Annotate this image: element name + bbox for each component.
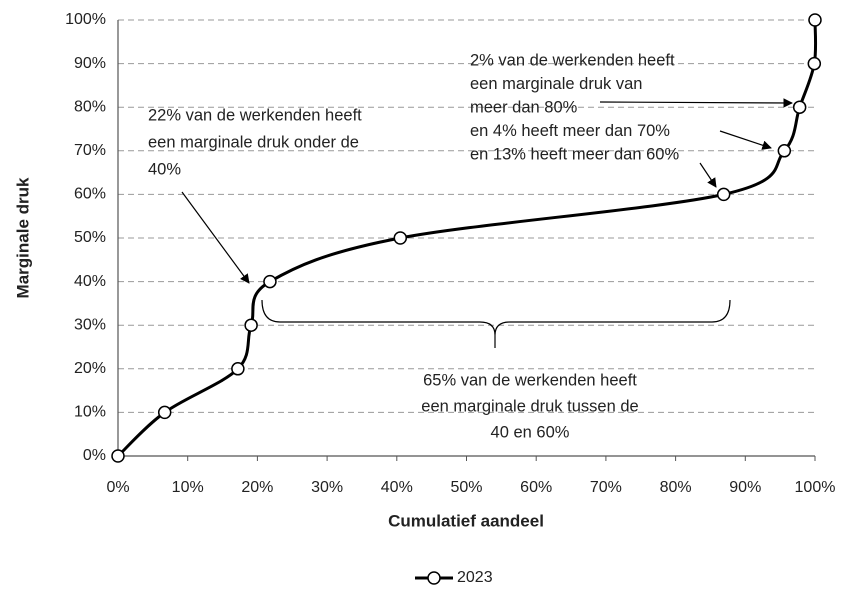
brace xyxy=(261,299,731,348)
annotation: 40 en 60% xyxy=(491,423,570,441)
y-tick-label: 40% xyxy=(74,273,106,290)
y-tick-label: 10% xyxy=(74,404,106,421)
x-tick-label: 80% xyxy=(660,479,692,496)
annotation: 40% xyxy=(148,160,181,178)
x-tick-label: 10% xyxy=(172,479,204,496)
legend-label: 2023 xyxy=(457,569,493,586)
annotation: een marginale druk onder de xyxy=(148,133,359,151)
annotation-arrows xyxy=(181,98,793,348)
point xyxy=(792,100,807,114)
y-tick-label: 20% xyxy=(74,360,106,377)
point xyxy=(231,362,245,376)
x-tick-label: 100% xyxy=(795,479,836,496)
annotation: een marginale druk tussen de xyxy=(421,397,638,415)
point xyxy=(244,318,258,332)
annotation: een marginale druk van xyxy=(470,75,642,93)
y-tick-label: 30% xyxy=(74,316,106,333)
arrow xyxy=(599,98,793,108)
x-tick-label: 20% xyxy=(241,479,273,496)
point xyxy=(157,405,172,420)
legend-marker xyxy=(427,571,441,585)
annotation: 65% van de werkenden heeft xyxy=(423,371,637,389)
x-tick-label: 30% xyxy=(311,479,343,496)
x-axis-label: Cumulatief aandeel xyxy=(388,511,544,530)
y-tick-label: 80% xyxy=(74,98,106,115)
point xyxy=(808,13,822,27)
annotation: meer dan 80% xyxy=(470,98,578,116)
annotation: 2% van de werkenden heeft xyxy=(470,51,675,69)
x-tick-label: 0% xyxy=(106,479,129,496)
x-tick-label: 60% xyxy=(520,479,552,496)
arrow xyxy=(181,191,250,284)
grid xyxy=(118,19,815,457)
point xyxy=(263,274,277,289)
point xyxy=(807,56,822,71)
annotation: 22% van de werkenden heeft xyxy=(148,106,362,124)
point xyxy=(716,187,731,202)
x-tick-label: 50% xyxy=(450,479,482,496)
y-tick-label: 0% xyxy=(83,447,106,464)
y-tick-label: 70% xyxy=(74,142,106,159)
point xyxy=(777,144,792,158)
point xyxy=(393,231,408,245)
arrow xyxy=(699,162,717,188)
annotation: en 4% heeft meer dan 70% xyxy=(470,122,670,140)
x-tick-label: 40% xyxy=(381,479,413,496)
y-axis-label: Marginale druk xyxy=(13,177,32,298)
arrow xyxy=(719,130,772,150)
y-tick-label: 100% xyxy=(65,11,106,28)
y-tick-label: 50% xyxy=(74,229,106,246)
x-tick-label: 90% xyxy=(729,479,761,496)
point xyxy=(111,449,125,463)
x-tick-label: 70% xyxy=(590,479,622,496)
y-tick-label: 90% xyxy=(74,55,106,72)
annotation: en 13% heeft meer dan 60% xyxy=(470,145,679,163)
y-tick-label: 60% xyxy=(74,186,106,203)
